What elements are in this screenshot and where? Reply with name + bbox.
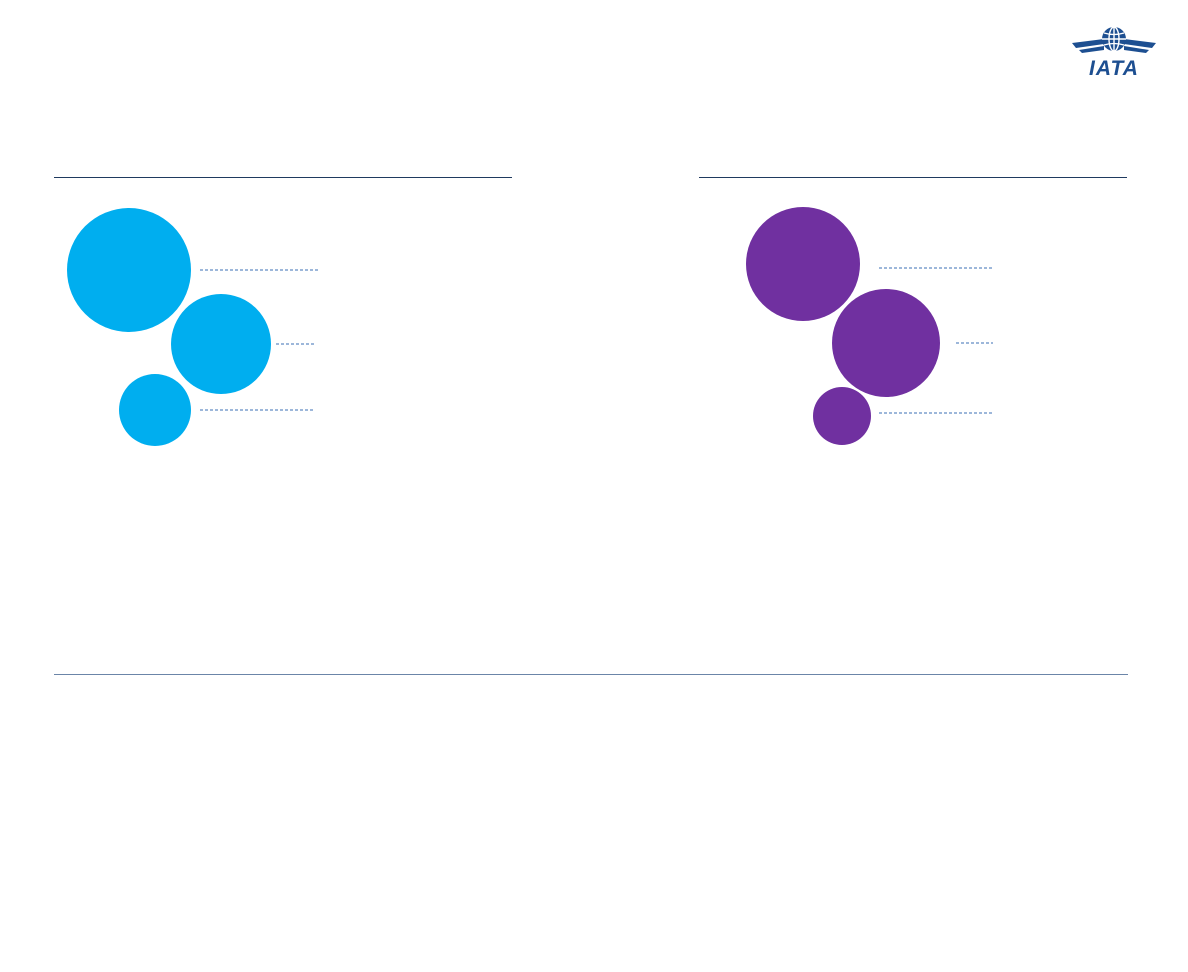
left-bubble-small	[119, 374, 191, 446]
right-bubble-medium	[832, 289, 940, 397]
footer-divider	[54, 674, 1128, 675]
left-bubble-large	[67, 208, 191, 332]
right-bubble-large	[746, 207, 860, 321]
left-panel-rule	[54, 177, 512, 178]
left-bubble-medium	[171, 294, 271, 394]
iata-logo: IATA	[1070, 22, 1158, 82]
right-bubble-small	[813, 387, 871, 445]
right-panel-rule	[699, 177, 1127, 178]
logo-wordmark: IATA	[1089, 57, 1139, 80]
